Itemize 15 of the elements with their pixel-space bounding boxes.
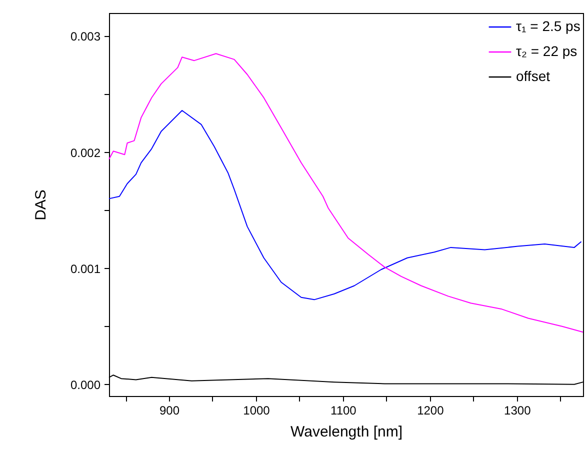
x-axis-title: Wavelength [nm] <box>290 424 402 440</box>
y-tick-label: 0.000 <box>70 378 101 392</box>
line-series <box>108 110 582 300</box>
y-axis-title: DAS <box>32 190 50 220</box>
legend-label: τ₁ = 2.5 ps <box>516 18 580 34</box>
x-tick-label: 900 <box>159 404 180 418</box>
legend-label: offset <box>516 68 550 84</box>
legend-label: τ₂ = 22 ps <box>516 43 578 59</box>
x-tick-label: 1200 <box>417 404 444 418</box>
x-tick-label: 1100 <box>330 404 357 418</box>
y-tick-label: 0.001 <box>70 262 101 276</box>
y-tick-label: 0.002 <box>70 146 101 160</box>
x-tick-label: 1300 <box>504 404 532 418</box>
x-tick-label: 1000 <box>243 404 270 418</box>
y-tick-label: 0.003 <box>70 30 101 44</box>
